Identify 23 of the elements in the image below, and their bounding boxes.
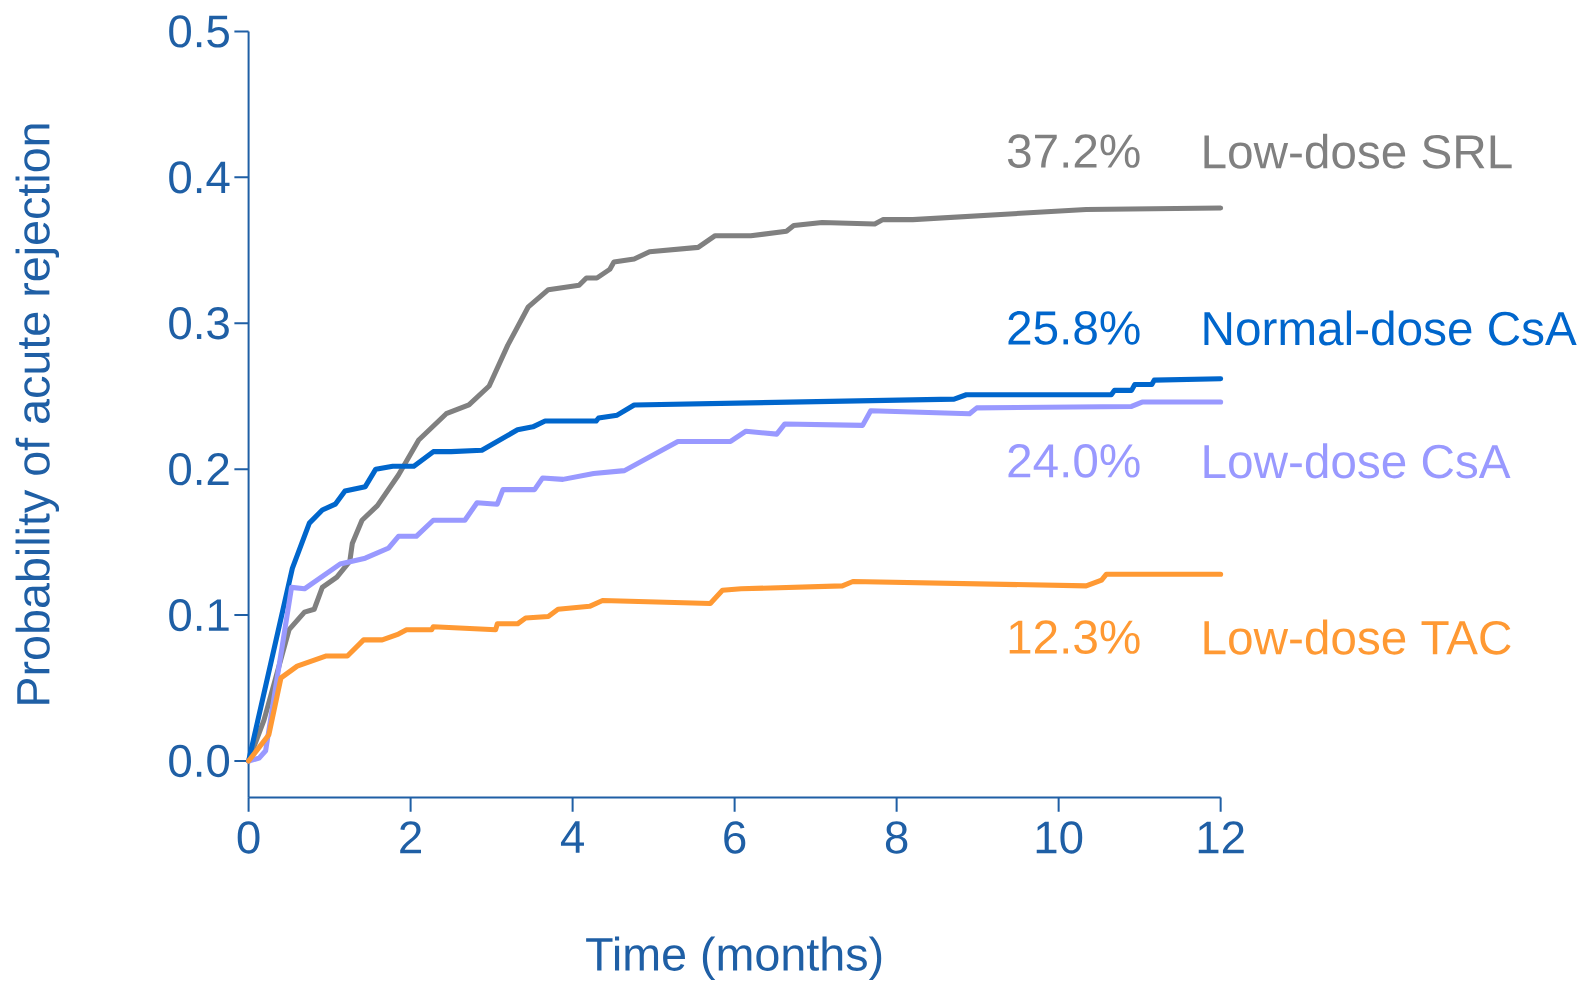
x-tick-label: 6 xyxy=(724,821,746,854)
annotation: 12.3% xyxy=(1009,620,1140,654)
annotation: 37.2% xyxy=(1007,134,1140,168)
x-tick-label: 12 xyxy=(1198,821,1244,854)
x-tick-label: 4 xyxy=(560,821,584,853)
x-tick-label: 10 xyxy=(1036,821,1083,854)
y-tick-label: 0.3 xyxy=(169,306,229,340)
y-tick-label: 0.2 xyxy=(169,452,229,486)
y-tick-label: 0.1 xyxy=(169,598,229,632)
series-label: Low-dose SRL xyxy=(1204,133,1512,169)
annotation: 24.0% xyxy=(1008,443,1140,478)
series-label: Low-dose CsA xyxy=(1204,443,1511,479)
x-tick-label: 2 xyxy=(400,821,422,854)
x-axis-title: Time (months) xyxy=(586,936,882,980)
y-tick-label: 0.5 xyxy=(169,15,229,48)
x-tick-label: 8 xyxy=(885,821,908,854)
y-tick-label: 0.0 xyxy=(169,744,230,778)
series-label: Low-dose TAC xyxy=(1204,619,1511,655)
x-tick-label: 0 xyxy=(237,821,260,854)
y-tick-label: 0.4 xyxy=(169,161,230,194)
annotation: 25.8% xyxy=(1008,310,1140,345)
y-axis-title: Probability of acute rejection xyxy=(15,124,60,704)
series-label: Normal-dose CsA xyxy=(1204,310,1577,346)
